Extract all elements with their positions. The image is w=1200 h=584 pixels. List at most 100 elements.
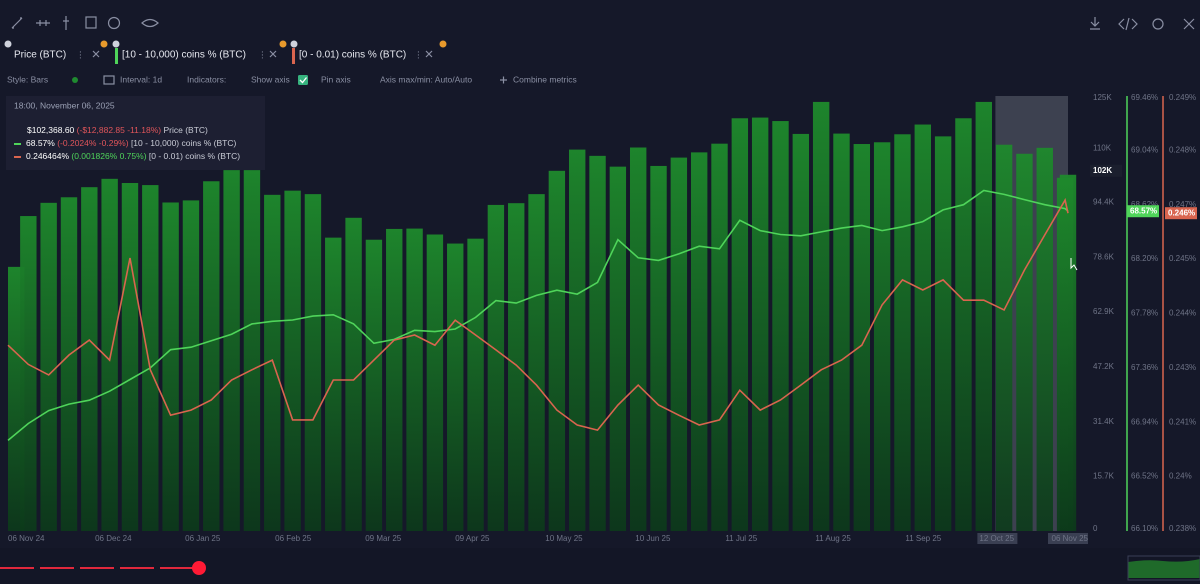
tab-menu[interactable]: ⋮ <box>414 49 423 59</box>
bar <box>223 170 240 531</box>
trend-tool[interactable] <box>11 17 23 29</box>
pin-axis-option[interactable]: Pin axis <box>321 74 351 84</box>
interval-icon <box>103 75 115 85</box>
bar <box>670 157 688 531</box>
tab-label[interactable]: [0 - 0.01) coins % (BTC) <box>299 50 406 61</box>
bar <box>447 243 464 531</box>
show-axis-option[interactable]: Show axis <box>251 74 290 84</box>
bar <box>365 239 383 531</box>
tabs: Price (BTC) ⋮ [10 - 10,000) coins % (BTC… <box>4 40 447 64</box>
lock-icon <box>290 40 298 48</box>
coin-icon <box>439 40 447 48</box>
x-tick-label: 11 Jul 25 <box>725 534 757 543</box>
tooltip-series-name: Price (BTC) <box>163 125 208 135</box>
y-tick-label: 47.2K <box>1093 362 1115 371</box>
y-tick-label: 0.243% <box>1169 363 1196 372</box>
y-tick-label: 94.4K <box>1093 198 1115 207</box>
tooltip-value: $102,368.60 <box>27 125 75 135</box>
bar <box>731 118 749 531</box>
y-tick-label: 69.04% <box>1131 145 1158 154</box>
tooltip-row: 0.246464% (0.001826% 0.75%) [0 - 0.01) c… <box>26 151 240 161</box>
hline-tool[interactable] <box>36 20 50 26</box>
y-tick-label: 68.20% <box>1131 254 1158 263</box>
last-value-label: 0.246% <box>1168 208 1195 217</box>
bar <box>101 178 118 531</box>
combine-option[interactable]: Combine metrics <box>513 74 577 84</box>
tooltip-row: 68.57% (-0.2024% -0.29%) [10 - 10,000) c… <box>26 138 236 148</box>
vline-tool[interactable] <box>63 16 69 30</box>
bar <box>650 165 667 531</box>
tab-menu[interactable]: ⋮ <box>76 49 85 59</box>
embed-button[interactable] <box>1118 17 1138 31</box>
bar <box>467 238 484 531</box>
bar <box>284 190 301 531</box>
tab-close[interactable] <box>269 50 277 58</box>
range-handle[interactable] <box>192 561 206 575</box>
bar <box>487 204 505 531</box>
bar <box>975 101 992 531</box>
bar <box>142 185 159 531</box>
bar <box>853 144 871 532</box>
style-option[interactable]: Style: Bars <box>7 74 48 84</box>
x-tick-label: 10 May 25 <box>545 534 583 543</box>
options: Style: Bars Interval: 1d Indicators: Sho… <box>7 74 577 85</box>
y-tick-label: 66.94% <box>1131 417 1158 426</box>
bar <box>812 101 830 531</box>
tab-label[interactable]: [10 - 10,000) coins % (BTC) <box>122 50 246 61</box>
y-tick-label: 110K <box>1093 143 1112 152</box>
x-tick-label: 11 Sep 25 <box>905 534 941 543</box>
interval-option[interactable]: Interval: 1d <box>120 74 162 84</box>
y-tick-label: 0.245% <box>1169 254 1196 263</box>
y-tick-label: 67.78% <box>1131 309 1158 318</box>
bar <box>508 203 525 531</box>
bar <box>203 181 220 531</box>
checkbox[interactable] <box>298 75 308 85</box>
bar <box>40 202 57 531</box>
tooltip-value: 68.57% <box>26 138 55 148</box>
tab-close[interactable] <box>425 50 433 58</box>
bar <box>894 134 911 531</box>
bar <box>792 133 810 531</box>
tooltip-change: (-$12,882.85 -11.18%) <box>77 125 162 135</box>
y-tick-label: 31.4K <box>1093 417 1115 426</box>
download-button[interactable] <box>1090 17 1100 30</box>
y-tick-label: 0.249% <box>1169 93 1196 102</box>
bar <box>20 216 37 531</box>
line-series <box>7 189 1069 442</box>
bar <box>1059 174 1077 532</box>
note-tool[interactable] <box>85 16 97 29</box>
tab-label[interactable]: Price (BTC) <box>14 50 66 61</box>
x-tick-label: 06 Jan 25 <box>185 534 221 543</box>
bar <box>386 228 403 531</box>
y-tick-label: 125K <box>1093 93 1112 102</box>
bar <box>243 170 261 531</box>
y-tick-label: 68.62% <box>1131 200 1158 209</box>
navigator-bg <box>0 548 1200 584</box>
bar <box>325 237 342 532</box>
x-tick-label: 06 Dec 24 <box>95 534 132 543</box>
indicators-option[interactable]: Indicators: <box>187 74 226 84</box>
bar <box>629 147 647 531</box>
x-tick-label: 11 Aug 25 <box>815 534 851 543</box>
toolbar-icons <box>11 16 1195 31</box>
tab-close[interactable] <box>92 50 100 58</box>
bar <box>264 194 281 531</box>
axis-range-option[interactable]: Axis max/min: Auto/Auto <box>380 74 472 84</box>
tooltip-row: $102,368.60 (-$12,882.85 -11.18%) Price … <box>27 125 208 135</box>
coin-icon <box>100 40 108 48</box>
y-tick-label: 0 <box>1093 524 1098 533</box>
close-button[interactable] <box>1183 18 1195 30</box>
y-tick-label: 69.46% <box>1131 93 1158 102</box>
y-tick-label: 0.244% <box>1169 309 1196 318</box>
x-tick-highlight <box>977 533 1018 544</box>
y-tick-label: 0.238% <box>1169 524 1196 533</box>
y-tick-label: 0.241% <box>1169 417 1196 426</box>
bar <box>548 170 566 531</box>
emoji-tool[interactable] <box>107 16 121 30</box>
lock-icon <box>112 40 120 48</box>
color-dot <box>72 77 78 83</box>
bar <box>589 155 606 531</box>
settings-button[interactable] <box>1152 18 1164 30</box>
visibility-toggle[interactable] <box>141 18 159 28</box>
tab-menu[interactable]: ⋮ <box>258 49 267 59</box>
